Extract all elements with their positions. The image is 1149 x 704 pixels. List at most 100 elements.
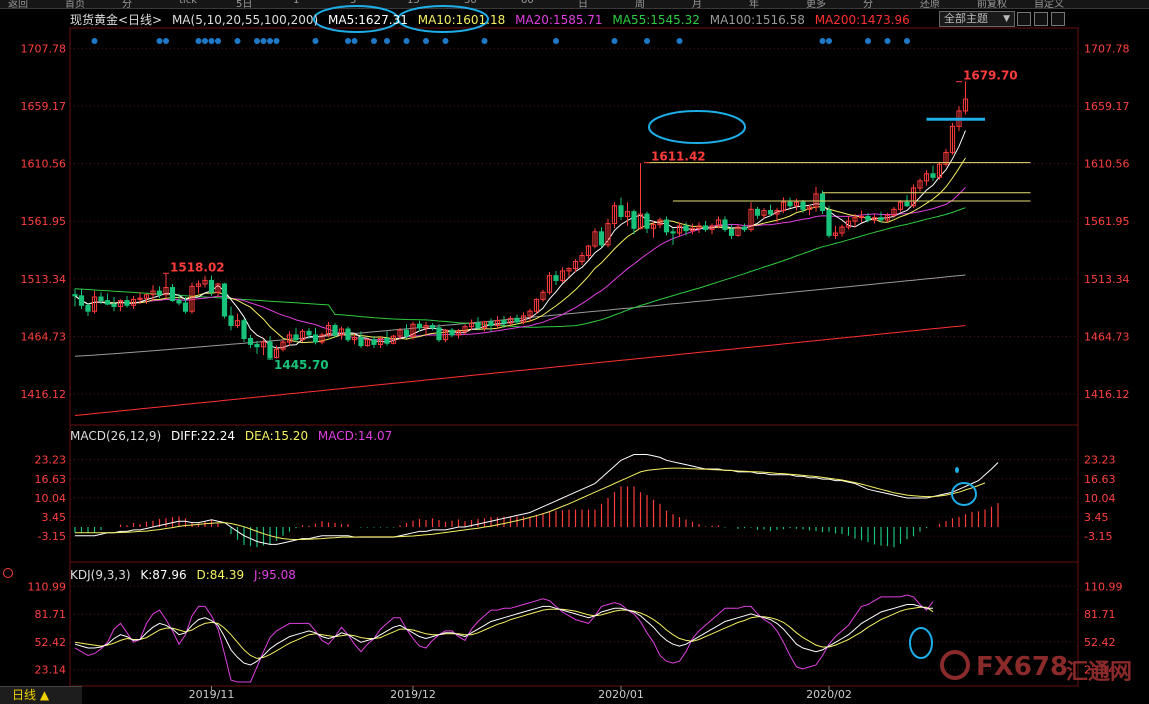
signal-marker [423, 38, 429, 44]
minimize-panel-icon[interactable] [1017, 12, 1031, 26]
candle-body [722, 219, 728, 230]
kdj-tick-right: 110.99 [1084, 581, 1123, 594]
toolbar-item[interactable]: 还原 [920, 0, 940, 10]
chevron-down-icon: ▼ [1003, 14, 1010, 24]
candle-body [949, 125, 956, 153]
close-panel-icon[interactable] [1051, 12, 1065, 26]
toolbar-item[interactable]: 年 [749, 0, 759, 10]
candle-body [163, 287, 169, 296]
toolbar-item[interactable]: 15 [407, 0, 420, 6]
candle [767, 204, 774, 217]
ma-header-label[interactable]: MA(5,10,20,55,100,200) [171, 13, 319, 27]
signal-marker [481, 38, 488, 44]
candle-body [910, 187, 917, 207]
candle [390, 334, 397, 345]
watermark-cn: 汇通网 [1066, 660, 1133, 685]
toolbar-item[interactable]: 首页 [65, 0, 85, 10]
candle [819, 190, 826, 215]
kdj-j-value: J:95.08 [253, 568, 296, 582]
candle-body [644, 213, 650, 229]
signal-marker [442, 38, 449, 44]
candle-body [215, 283, 221, 293]
candle [553, 270, 559, 286]
candle-body [436, 327, 442, 341]
candle-body [598, 231, 605, 246]
candle-body [358, 336, 364, 347]
candle [117, 299, 124, 312]
price-tick-left: 1561.95 [21, 215, 67, 228]
signal-marker [234, 38, 241, 44]
candle-body [286, 334, 293, 343]
candle [917, 178, 923, 192]
candle [208, 275, 215, 296]
candle [286, 331, 293, 346]
candle-body [312, 334, 319, 343]
candle-body [871, 217, 878, 221]
candle-body [865, 215, 871, 221]
candle-body [234, 320, 241, 326]
toolbar-item[interactable]: 前复权 [977, 0, 1007, 10]
candle-body [267, 341, 273, 358]
candle [325, 321, 332, 338]
signal-marker [312, 38, 319, 44]
candle-body [923, 173, 930, 182]
restore-panel-icon[interactable] [1034, 12, 1048, 26]
toolbar-item[interactable]: 1 [293, 0, 300, 6]
kdj-d-line [74, 606, 934, 659]
candle-body [377, 337, 384, 345]
candle-body [488, 321, 494, 326]
toolbar-item[interactable]: 日 [578, 0, 588, 10]
candle-body [247, 337, 254, 345]
toolbar-item[interactable]: 5 [350, 0, 357, 6]
candle-body [618, 205, 624, 217]
toolbar-item[interactable]: tick [179, 0, 197, 6]
toolbar-item[interactable]: 60 [521, 0, 534, 6]
period-tab-daily[interactable]: 日线 ▲ [0, 686, 82, 704]
annotation-ellipse [397, 5, 489, 33]
toolbar-item[interactable]: 5日 [236, 0, 253, 10]
candle-body [605, 223, 611, 246]
kdj-title[interactable]: KDJ(9,3,3) [70, 568, 131, 582]
candle [702, 221, 709, 232]
price-title[interactable]: 现货黄金<日线> [70, 13, 163, 27]
signal-marker [195, 38, 202, 44]
toolbar-item[interactable]: 分 [122, 0, 132, 10]
candle-body [241, 320, 247, 339]
candle [488, 318, 494, 332]
extreme-label: 1679.70 [963, 69, 1018, 83]
candle [605, 218, 611, 248]
macd-title[interactable]: MACD(26,12,9) [70, 429, 162, 443]
toolbar-item[interactable]: 月 [692, 0, 702, 10]
toolbar-item[interactable]: 自定义 [1034, 0, 1064, 10]
candle [780, 197, 787, 213]
theme-dropdown[interactable]: 全部主题 ▼ [939, 11, 1015, 27]
candle [156, 286, 163, 299]
ma200-line [74, 325, 966, 416]
candle-body [429, 324, 436, 329]
candle [793, 198, 800, 211]
candle [865, 212, 871, 223]
candle [124, 295, 130, 308]
kdj-tick-left: 23.14 [35, 664, 67, 677]
candle-body [546, 275, 553, 293]
toolbar-item[interactable]: 30 [464, 0, 477, 6]
candle [644, 211, 650, 234]
macd-dea-line [75, 467, 986, 540]
toolbar-item[interactable]: 周 [635, 0, 645, 10]
candle [533, 298, 540, 314]
candle [832, 225, 839, 239]
price-tick-right: 1610.56 [1084, 158, 1130, 171]
toolbar-item[interactable]: 分 [863, 0, 873, 10]
kdj-settings-icon[interactable] [3, 568, 13, 578]
toolbar-item[interactable]: 更多 [806, 0, 826, 10]
candle [683, 222, 689, 236]
candle-body [748, 208, 754, 230]
price-tick-right: 1561.95 [1084, 215, 1130, 228]
price-tick-right: 1707.78 [1084, 42, 1130, 55]
price-tick-left: 1416.12 [21, 388, 67, 401]
candle [585, 244, 592, 260]
price-tick-left: 1659.17 [21, 100, 67, 113]
toolbar-item[interactable]: 返回 [8, 0, 28, 10]
candle-body [566, 268, 572, 272]
candle-body [169, 287, 176, 302]
